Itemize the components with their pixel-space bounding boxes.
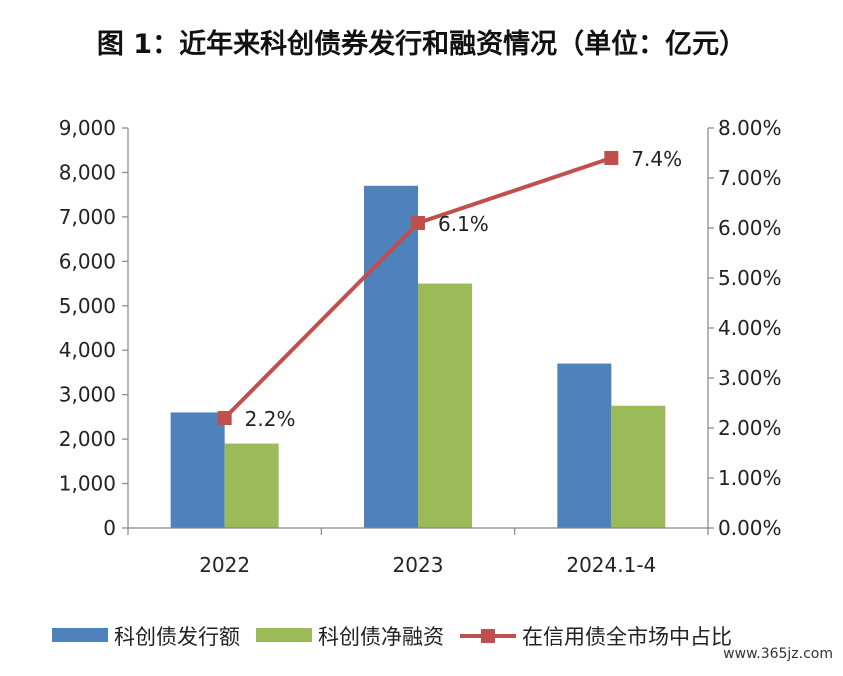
y-right-tick-label: 7.00% [718,166,782,190]
y-left-tick-label: 4,000 [59,338,116,362]
axes-layer: 0 1,000 2,000 3,000 4,000 5,000 6,000 7,000 8,00… [59,116,782,577]
y-left-tick-label: 0 [103,516,116,540]
legend-net-financing-swatch [256,628,312,642]
legend-share-label: 在信用债全市场中占比 [522,625,732,649]
legend-share-marker [481,629,495,643]
y-left-tick-label: 6,000 [59,249,116,273]
y-left-tick-label: 3,000 [59,383,116,407]
bar-issuance-0 [170,412,225,528]
bar-net-financing-0 [224,443,279,528]
share-point-0 [217,411,232,425]
line-layer: 2.2% 6.1% 7.4% [217,147,682,431]
y-left-tick-label: 9,000 [59,116,116,140]
bar-net-financing-2 [611,405,666,528]
y-left-tick-label: 7,000 [59,205,116,229]
bar-net-financing-1 [418,283,472,528]
bar-issuance-2 [557,363,612,528]
share-point-2 [604,151,619,165]
x-tick-label: 2022 [199,553,250,577]
y-left-tick-label: 8,000 [59,160,116,184]
y-right-tick-label: 5.00% [718,266,782,290]
y-right-tick-label: 4.00% [718,316,782,340]
y-right-tick-label: 3.00% [718,366,782,390]
bar-issuance-1 [364,185,418,528]
watermark: www.365jz.com [723,646,833,662]
y-right-tick-label: 6.00% [718,216,782,240]
y-right-tick-label: 2.00% [718,416,782,440]
y-left-tick-label: 5,000 [59,294,116,318]
x-tick-label: 2024.1-4 [566,553,656,577]
legend-issuance-swatch [52,628,108,642]
legend: 科创债发行额 科创债净融资 在信用债全市场中占比 [52,625,732,649]
y-right-tick-label: 8.00% [718,116,782,140]
y-left-tick-label: 1,000 [59,472,116,496]
share-data-label-1: 6.1% [438,212,489,236]
share-data-label-2: 7.4% [631,147,682,171]
x-tick-label: 2023 [393,553,444,577]
legend-issuance-label: 科创债发行额 [114,625,240,649]
legend-net-financing-label: 科创债净融资 [318,625,444,649]
y-left-tick-label: 2,000 [59,427,116,451]
y-right-tick-label: 0.00% [718,516,782,540]
y-right-tick-label: 1.00% [718,466,782,490]
chart-title: 图 1：近年来科创债券发行和融资情况（单位：亿元） [96,29,747,60]
share-point-1 [411,216,425,230]
bars-layer [170,185,666,528]
share-data-label-0: 2.2% [245,407,296,431]
